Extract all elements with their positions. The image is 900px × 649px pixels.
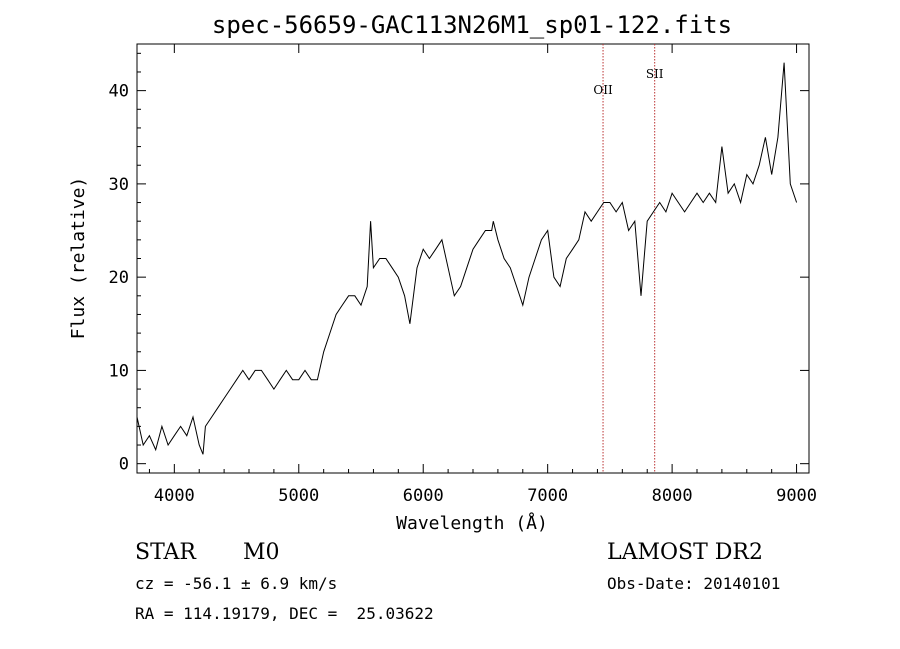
y-tick-label: 30 [109,175,129,195]
marker-label: SII [646,67,664,81]
x-tick-label: 8000 [652,486,693,506]
chart-title: spec-56659-GAC113N26M1_sp01-122.fits [212,11,732,39]
coordinates: RA = 114.19179, DEC = 25.03622 [135,604,434,623]
x-axis-label: Wavelength (Å) [396,512,548,534]
x-tick-label: 7000 [527,486,568,506]
x-tick-label: 4000 [154,486,195,506]
y-axis-label: Flux (relative) [68,177,89,340]
object-class: STAR [135,540,196,565]
marker-lines: OII SII [593,44,664,473]
plot-frame [136,43,810,474]
x-tick-label: 6000 [403,486,444,506]
marker-label: OII [593,83,613,97]
y-tick-label: 0 [119,455,129,475]
y-tick-label: 40 [109,82,129,102]
obs-date: Obs-Date: 20140101 [607,574,781,593]
y-tick-label: 10 [109,361,129,381]
object-subclass: M0 [243,540,280,565]
x-tick-label: 5000 [278,486,319,506]
y-tick-label: 20 [109,268,129,288]
redshift-info: cz = -56.1 ± 6.9 km/s [135,574,338,593]
spectrum-line [136,62,798,455]
x-axis-ticks: 4000 5000 6000 7000 8000 9000 [148,44,817,506]
survey-name: LAMOST DR2 [607,540,763,565]
y-axis-ticks: 0 10 20 30 40 [109,52,809,475]
x-tick-label: 9000 [776,486,817,506]
